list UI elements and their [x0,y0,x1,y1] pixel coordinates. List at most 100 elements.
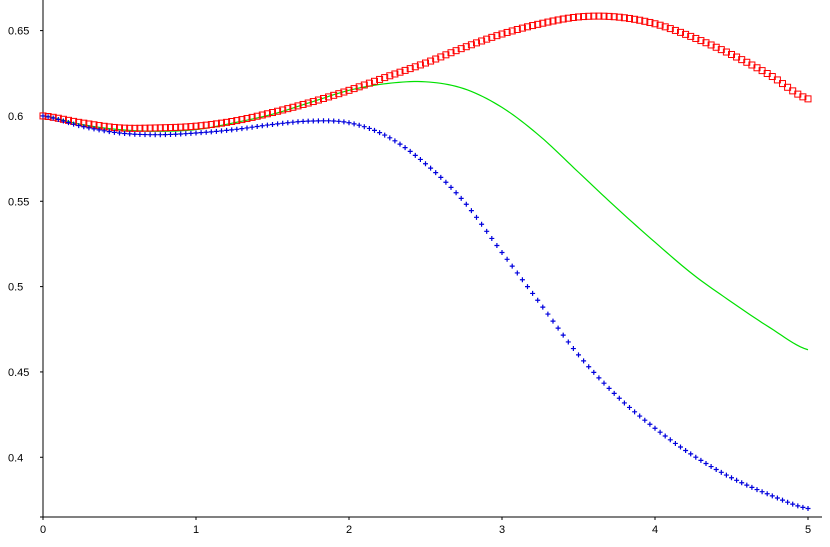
plus-marker [805,505,811,511]
plus-marker [504,256,510,262]
plus-marker [718,469,724,475]
y-tick-label: 0.45 [8,367,29,379]
plus-marker [270,121,275,127]
square-marker [401,66,409,74]
plus-marker [749,484,755,490]
x-tick-label: 2 [346,524,352,536]
x-tick-label: 3 [499,524,505,536]
plus-marker [560,332,566,338]
square-marker [304,99,312,107]
plus-marker [321,118,326,124]
plus-marker [453,190,459,196]
plus-marker [285,120,291,126]
plus-marker [295,119,301,125]
square-marker [365,79,373,87]
square-marker [228,118,236,126]
plus-marker [356,122,362,128]
plus-marker [86,125,92,131]
plus-marker [407,148,413,154]
plus-marker [479,221,485,227]
plus-marker [759,489,765,495]
plus-marker [723,472,729,478]
square-marker [478,37,486,45]
plus-marker [652,425,658,431]
plus-marker [117,130,122,136]
square-marker [488,33,496,41]
plus-marker [570,346,576,352]
plus-marker [672,440,678,446]
plus-marker [183,131,189,137]
plus-marker [514,270,520,276]
plus-marker [596,375,602,381]
square-marker [253,112,261,120]
square-marker [569,13,577,21]
square-marker [534,20,542,28]
square-marker [585,12,593,20]
square-marker [279,106,287,114]
square-marker [779,80,786,88]
square-marker [432,55,440,63]
square-marker [187,123,195,131]
plus-marker [203,129,209,135]
plus-marker [127,131,133,137]
plus-marker [76,123,82,129]
square-marker [330,91,338,99]
plus-marker [346,120,352,126]
square-marker [197,122,205,130]
square-marker [371,77,378,85]
square-marker [539,19,547,27]
square-marker [697,37,705,45]
square-marker [773,76,781,84]
square-marker [600,12,608,20]
plus-marker [341,119,347,125]
plus-marker [576,352,581,358]
plus-marker [545,311,551,317]
square-marker [503,28,511,36]
y-tick-label: 0.6 [8,111,23,123]
plus-marker [606,385,612,391]
plus-marker [351,121,357,127]
square-marker [549,17,557,25]
plus-marker [489,235,495,241]
y-tick-label: 0.55 [8,196,29,208]
plus-marker [213,128,219,134]
plus-marker [305,118,311,124]
square-marker [717,46,725,54]
plus-marker [662,433,668,439]
square-marker [156,124,164,132]
plus-marker [60,118,66,124]
square-marker [610,13,618,21]
plus-marker [377,130,383,136]
axes: 0.4 0.45 0.5 0.55 0.6 0.65 0 1 2 3 4 5 [8,0,822,536]
plus-marker [463,201,469,207]
square-marker [309,98,317,106]
square-marker [238,116,246,124]
square-marker [207,121,215,129]
plus-marker [193,130,199,136]
square-marker [712,43,720,51]
square-marker [544,18,552,26]
square-marker [258,111,266,119]
square-marker [314,96,322,104]
square-marker [39,112,47,120]
plus-marker [519,277,525,283]
plus-marker [530,290,536,296]
plus-marker [132,131,138,137]
plus-marker [198,130,204,136]
plus-marker [412,152,418,158]
plus-marker [326,118,332,124]
plus-marker [565,339,571,345]
plus-marker [468,208,474,214]
square-marker [498,30,506,38]
plus-marker [739,480,745,486]
square-marker [223,118,231,126]
square-marker [360,81,368,89]
plus-marker [178,131,184,137]
plus-marker [417,156,423,162]
square-marker [559,15,567,23]
plus-marker [208,129,214,135]
x-tick-label: 0 [40,524,46,536]
plus-marker [147,132,153,138]
series-square-markers [39,12,812,132]
square-marker [386,72,394,80]
